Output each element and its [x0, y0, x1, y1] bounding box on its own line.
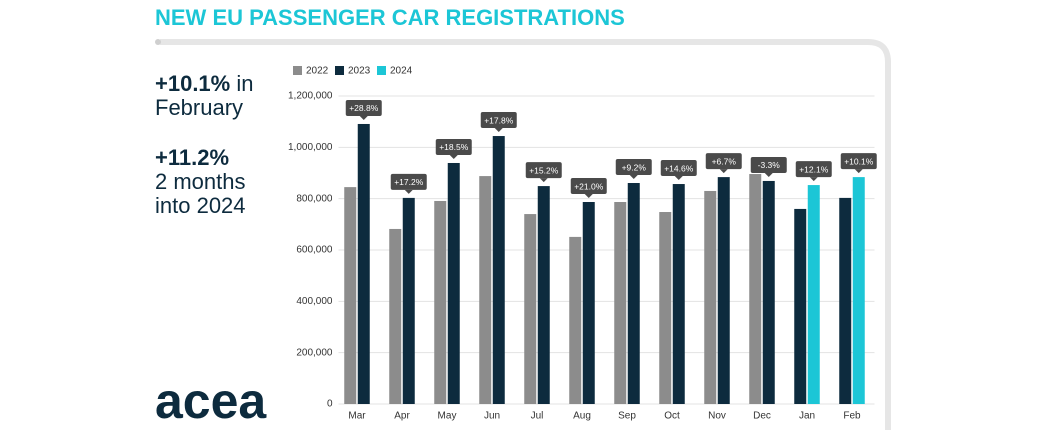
- y-tick-label: 1,200,000: [288, 91, 333, 102]
- x-tick-label: Mar: [348, 411, 366, 422]
- change-callout: [435, 138, 472, 155]
- x-tick-label: Jan: [799, 411, 815, 422]
- bar: [794, 208, 807, 404]
- bar: [402, 197, 415, 404]
- change-callout-pointer: [809, 177, 818, 182]
- legend-swatch: [377, 66, 386, 75]
- legend-swatch: [335, 66, 344, 75]
- bar: [627, 183, 640, 404]
- highlight-text: 2 months into 2024: [155, 169, 246, 218]
- highlight-value: +10.1%: [155, 71, 231, 96]
- x-tick-label: Apr: [394, 411, 410, 422]
- x-tick-label: Feb: [843, 411, 861, 422]
- change-callout-pointer: [449, 154, 458, 159]
- change-callout-pointer: [629, 175, 638, 180]
- highlight-value: +11.2%: [155, 145, 230, 170]
- change-callout: [840, 153, 877, 170]
- y-tick-label: 600,000: [296, 245, 333, 256]
- change-callout: [705, 153, 742, 170]
- bar: [839, 197, 852, 404]
- x-tick-label: May: [438, 411, 457, 422]
- change-label: +6.7%: [712, 156, 737, 166]
- y-tick-label: 200,000: [296, 347, 333, 358]
- change-callout-pointer: [764, 172, 773, 177]
- bar: [852, 177, 865, 404]
- change-label: +10.1%: [844, 156, 874, 166]
- legend-label: 2024: [390, 66, 413, 77]
- change-label: +15.2%: [529, 165, 559, 175]
- x-tick-label: Aug: [573, 411, 591, 422]
- bar: [704, 190, 717, 404]
- x-tick-label: Jul: [531, 411, 544, 422]
- highlight: +10.1% in February: [155, 72, 275, 120]
- bar: [537, 186, 550, 404]
- change-callout: [660, 160, 697, 177]
- bar: [614, 202, 627, 404]
- change-callout-pointer: [359, 115, 368, 120]
- change-label: +9.2%: [622, 162, 647, 172]
- change-callout: [525, 162, 562, 179]
- change-callout: [615, 159, 652, 176]
- bar: [807, 185, 820, 404]
- change-callout: [795, 161, 832, 178]
- x-tick-label: Nov: [708, 411, 726, 422]
- bar: [357, 123, 370, 404]
- bar: [344, 187, 357, 404]
- change-callout-pointer: [854, 169, 863, 174]
- bar: [582, 202, 595, 404]
- change-label: +17.8%: [484, 115, 514, 125]
- highlight-text: in February: [155, 71, 254, 120]
- x-tick-label: Jun: [484, 411, 500, 422]
- bar: [749, 174, 762, 404]
- change-callout-pointer: [404, 189, 413, 194]
- bar: [762, 180, 775, 404]
- x-tick-label: Sep: [618, 411, 636, 422]
- change-label: +12.1%: [799, 164, 829, 174]
- bar: [672, 184, 685, 404]
- bar: [447, 162, 460, 404]
- change-callout-pointer: [719, 169, 728, 174]
- logo: acea: [155, 373, 267, 429]
- bar: [569, 236, 582, 404]
- change-callout: [345, 99, 382, 116]
- y-tick-label: 800,000: [296, 193, 333, 204]
- legend-swatch: [293, 66, 302, 75]
- change-callout: [570, 178, 607, 195]
- change-label: +18.5%: [439, 142, 469, 152]
- bar: [524, 214, 537, 404]
- y-tick-label: 0: [327, 399, 333, 410]
- title: NEW EU PASSENGER CAR REGISTRATIONS: [155, 5, 625, 30]
- bar: [479, 176, 492, 404]
- change-label: +21.0%: [574, 181, 604, 191]
- change-label: +28.8%: [349, 103, 379, 113]
- change-callout-pointer: [494, 128, 503, 133]
- card-dot: [155, 39, 161, 45]
- bar: [434, 200, 447, 404]
- change-label: +14.6%: [664, 163, 694, 173]
- bar: [717, 177, 730, 404]
- change-callout-pointer: [539, 178, 548, 183]
- change-label: +17.2%: [394, 177, 424, 187]
- x-tick-label: Oct: [664, 411, 680, 422]
- bar: [659, 212, 672, 404]
- bar: [492, 136, 505, 405]
- legend-label: 2022: [306, 66, 329, 77]
- change-callout: [390, 173, 427, 190]
- change-callout-pointer: [584, 194, 593, 199]
- change-callout-pointer: [674, 176, 683, 181]
- bar: [389, 228, 402, 404]
- x-tick-label: Dec: [753, 411, 771, 422]
- change-label: -3.3%: [758, 160, 781, 170]
- legend-label: 2023: [348, 66, 371, 77]
- change-callout: [480, 112, 517, 129]
- card-border: [160, 39, 891, 430]
- y-tick-label: 400,000: [296, 296, 333, 307]
- change-callout: [750, 156, 787, 173]
- y-tick-label: 1,000,000: [288, 142, 333, 153]
- highlight: +11.2% 2 months into 2024: [155, 146, 275, 218]
